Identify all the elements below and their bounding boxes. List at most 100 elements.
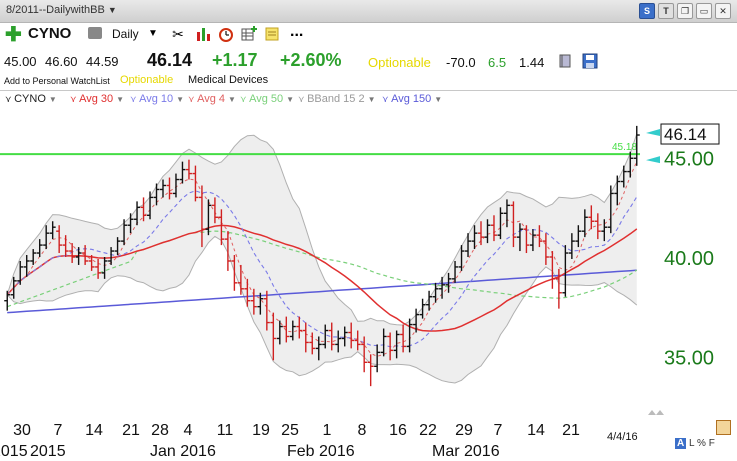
minimize-icon[interactable]: ▭ (696, 3, 712, 19)
copy-icon[interactable]: ❐ (677, 3, 693, 19)
divider (0, 90, 737, 91)
legend-marker-icon: ⋎ (188, 94, 198, 104)
x-day-tick: 25 (281, 422, 299, 439)
x-day-tick: 1 (323, 422, 332, 439)
x-day-tick: 4 (184, 422, 193, 439)
x-day-tick: 8 (358, 422, 367, 439)
avg150-line (7, 269, 637, 314)
legend-label: Avg 10 (139, 93, 174, 105)
percent-scale-toggle[interactable]: % (697, 438, 706, 449)
quote-low: 44.59 (86, 54, 119, 69)
bar-chart-icon[interactable] (195, 26, 211, 42)
bband-upper-line (6, 133, 638, 326)
add-plus-icon[interactable]: ✚ (5, 24, 22, 46)
legend-marker-icon: ⋎ (298, 94, 308, 104)
x-day-tick: 14 (85, 422, 103, 439)
tv-menu-icon[interactable]: T (658, 3, 674, 19)
chart-date-label: 4/4/16 (607, 431, 638, 443)
industry-label: Medical Devices (188, 74, 269, 86)
hline-marker (646, 156, 660, 164)
x-month-label: 2015 (30, 443, 66, 460)
fit-scale-toggle[interactable]: F (708, 438, 715, 449)
pencil-icon[interactable] (716, 420, 731, 435)
resistance-line-label: 45.18 (612, 142, 637, 153)
last-price-marker (646, 129, 660, 137)
more-options-button[interactable]: ... (290, 23, 304, 40)
note-icon[interactable] (264, 26, 280, 42)
s-menu-icon[interactable]: S (639, 3, 655, 19)
quote-bar: 45.00 46.60 44.59 46.14 +1.17 +2.60% Opt… (0, 49, 737, 73)
save-icon[interactable] (582, 53, 598, 69)
quote-last: 46.14 (147, 50, 193, 70)
add-to-watchlist-link[interactable]: Add to Personal WatchList (4, 76, 110, 86)
period-chevron-down-icon[interactable]: ▼ (148, 28, 158, 39)
quote-metric-2: 6.5 (488, 55, 507, 70)
quote-metric-3: 1.44 (519, 55, 545, 70)
legend-marker-icon: ⋎ (130, 94, 140, 104)
window-title[interactable]: 8/2011--DailywithBB ▼ (6, 4, 117, 16)
tools-icon[interactable]: ✂ (172, 26, 184, 42)
window-titlebar: 8/2011--DailywithBB ▼ S T ❐ ▭ ✕ (0, 0, 737, 23)
x-day-tick: 30 (13, 422, 31, 439)
y-tick-label: 40.00 (664, 248, 714, 270)
legend-item-cyno[interactable]: ⋎ CYNO ▼ (5, 93, 57, 105)
chevron-down-icon[interactable]: ▼ (286, 95, 295, 104)
close-icon[interactable]: ✕ (715, 3, 731, 19)
x-day-tick: 11 (217, 422, 234, 439)
avg4-line (6, 161, 638, 357)
legend-item-bband-15-2[interactable]: ⋎ BBand 15 2 ▼ (298, 93, 376, 105)
chevron-down-icon[interactable]: ▼ (107, 5, 117, 15)
quote-metric-1: -70.0 (446, 55, 476, 70)
price-chart[interactable]: 45.18 45.00 40.00 35.00 46.14 30 7 14 21 28 4 11 19 2… (0, 108, 737, 461)
legend-label: CYNO (14, 93, 46, 105)
grid-add-icon[interactable] (241, 26, 257, 42)
window-title-text: 8/2011--DailywithBB (6, 4, 105, 16)
chevron-down-icon[interactable]: ▼ (434, 95, 443, 104)
x-day-tick: 22 (419, 422, 437, 439)
chevron-down-icon[interactable]: ▼ (367, 95, 376, 104)
bband-lower-line (6, 235, 638, 384)
chevron-down-icon[interactable]: ▼ (48, 95, 57, 104)
legend-label: Avg 30 (79, 93, 114, 105)
book-icon[interactable] (557, 53, 573, 69)
phone-icon[interactable] (88, 27, 102, 39)
window-controls: S T ❐ ▭ ✕ (639, 3, 731, 19)
indicator-legend: ⋎ CYNO ▼ ⋎ Avg 30 ▼ ⋎ Avg 10 ▼ ⋎ Avg 4 ▼ ⋎ Avg 5… (0, 92, 737, 108)
avg10-line (6, 190, 638, 348)
period-select[interactable]: Daily (112, 27, 139, 41)
x-day-tick: 19 (252, 422, 270, 439)
chevron-down-icon[interactable]: ▼ (228, 95, 236, 104)
legend-marker-icon: ⋎ (382, 94, 392, 104)
avg30-line (6, 224, 638, 332)
quote-open: 45.00 (4, 54, 37, 69)
x-day-tick: 16 (389, 422, 407, 439)
quote-high: 46.60 (45, 54, 78, 69)
linear-scale-toggle[interactable]: L (689, 438, 695, 449)
legend-item-avg-50[interactable]: ⋎ Avg 50 ▼ (240, 93, 294, 105)
legend-item-avg-10[interactable]: ⋎ Avg 10 ▼ (130, 93, 184, 105)
symbol-label[interactable]: CYNO (28, 25, 72, 42)
legend-item-avg-4[interactable]: ⋎ Avg 4 ▼ (188, 93, 236, 105)
x-day-tick: 14 (527, 422, 545, 439)
chevron-down-icon[interactable]: ▼ (116, 95, 125, 104)
last-price-label: 46.14 (664, 125, 707, 144)
legend-item-avg-150[interactable]: ⋎ Avg 150 ▼ (382, 93, 442, 105)
legend-label: Avg 150 (391, 93, 432, 105)
legend-label: Avg 50 (249, 93, 284, 105)
quote-change: +1.17 (212, 50, 258, 70)
legend-item-avg-30[interactable]: ⋎ Avg 30 ▼ (70, 93, 124, 105)
x-day-tick: 29 (455, 422, 473, 439)
chart-toolbar: ✚ CYNO Daily ▼ ✂ ... (0, 23, 737, 47)
alarm-clock-icon[interactable] (218, 26, 234, 42)
x-day-tick: 21 (562, 422, 580, 439)
quote-change-pct: +2.60% (280, 50, 342, 70)
legend-label: Avg 4 (197, 93, 226, 105)
chevron-down-icon[interactable]: ▼ (176, 95, 185, 104)
y-tick-label: 45.00 (664, 149, 714, 171)
auto-scale-toggle[interactable]: A (675, 438, 687, 449)
info-row: Add to Personal WatchList Optionable Med… (0, 74, 737, 88)
legend-label: BBand 15 2 (307, 93, 365, 105)
scale-toggles: A L % F (675, 438, 715, 449)
last-price-box (660, 123, 720, 145)
scroll-up-icon (648, 410, 656, 415)
